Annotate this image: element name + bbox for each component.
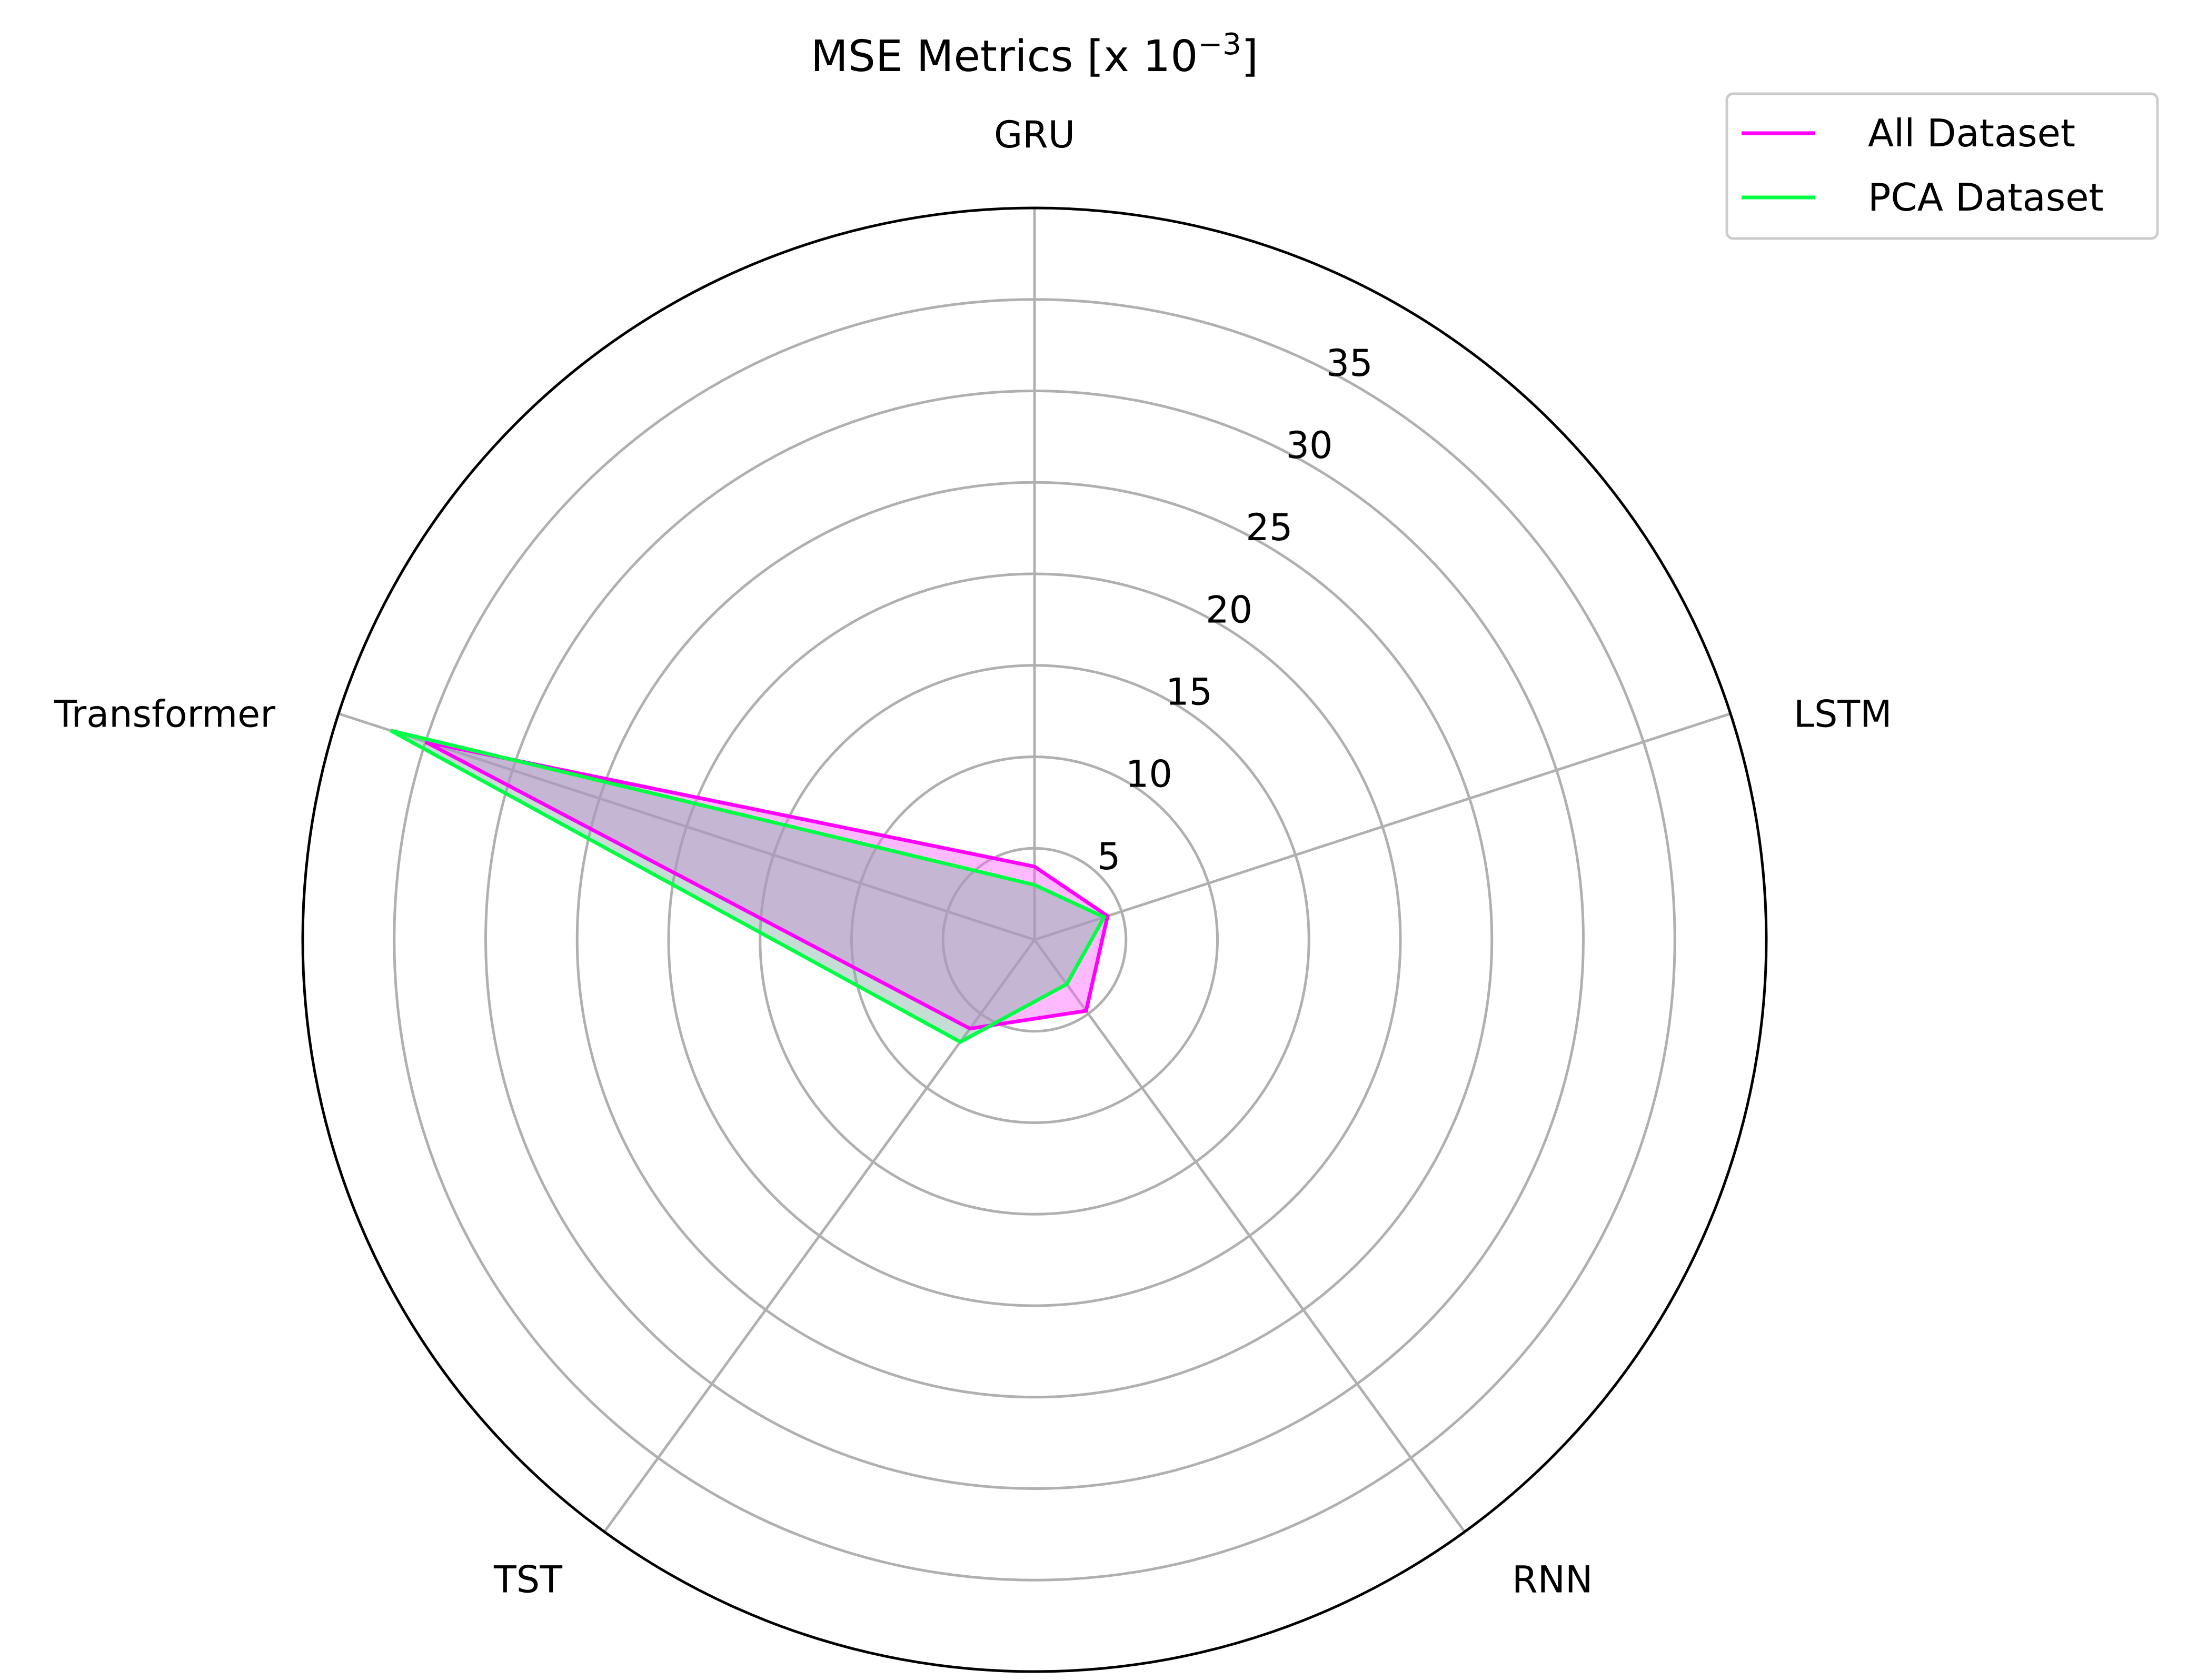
chart-title-exponent: −3 [1198, 27, 1241, 62]
series-line [390, 729, 1107, 1044]
legend-label: PCA Dataset [1868, 175, 2104, 220]
category-label: TST [493, 1558, 562, 1602]
axis-label-layer: GRU LSTM RNN TST Transformer 510 15 20 25 30 35 [54, 113, 1892, 1602]
chart-title: MSE Metrics [x 10−3] [811, 27, 1258, 82]
radial-tick-label: 10 [1126, 753, 1172, 796]
angular-gridline [1034, 712, 1731, 941]
radial-tick-label: 20 [1206, 588, 1252, 631]
radial-tick-label: 25 [1246, 506, 1292, 549]
series-fill [425, 742, 1108, 1029]
category-label: GRU [994, 113, 1075, 156]
series-fill-layer [391, 730, 1108, 1042]
series-fill [391, 730, 1105, 1042]
radial-tick-label: 15 [1166, 671, 1212, 714]
angular-gridline [1033, 939, 1466, 1533]
series-line-layer [390, 729, 1110, 1044]
radial-tick-label: 30 [1286, 424, 1332, 467]
polar-frame [301, 206, 1768, 1673]
legend: All Dataset PCA Dataset [1725, 92, 2159, 240]
angular-gridline [603, 939, 1036, 1533]
grid-layer [301, 206, 1768, 1673]
legend-label: All Dataset [1868, 111, 2075, 155]
angular-gridline [338, 712, 1035, 941]
legend-box [1725, 92, 2159, 240]
category-label: Transformer [54, 692, 275, 735]
category-label: LSTM [1794, 692, 1892, 735]
category-label: RNN [1512, 1558, 1593, 1602]
chart-title-close: ] [1241, 32, 1258, 82]
radial-tick-label: 5 [1097, 835, 1121, 878]
chart-title-main: MSE Metrics [x 10 [811, 32, 1198, 82]
radial-tick-label: 35 [1326, 342, 1373, 385]
